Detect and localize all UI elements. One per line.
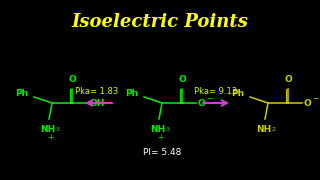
Text: OH: OH (90, 98, 105, 107)
Text: 3: 3 (56, 127, 60, 132)
Text: NH: NH (150, 125, 166, 134)
Text: NH: NH (40, 125, 56, 134)
Text: O: O (284, 75, 292, 84)
Text: Pka= 9.13: Pka= 9.13 (195, 87, 237, 96)
Text: Isoelectric Points: Isoelectric Points (72, 13, 248, 31)
Text: 2: 2 (272, 127, 276, 132)
Text: 3: 3 (166, 127, 170, 132)
Text: O: O (304, 100, 312, 109)
Text: Pka= 1.83: Pka= 1.83 (76, 87, 119, 96)
Text: NH: NH (256, 125, 272, 134)
Text: −: − (206, 94, 212, 103)
Text: PI= 5.48: PI= 5.48 (143, 148, 181, 157)
Text: +: + (47, 133, 53, 142)
Text: −: − (312, 94, 318, 103)
Text: O: O (68, 75, 76, 84)
Text: Ph: Ph (15, 89, 28, 98)
Text: Ph: Ph (125, 89, 138, 98)
Text: O: O (178, 75, 186, 84)
Text: +: + (157, 133, 163, 142)
Text: O: O (198, 100, 206, 109)
Text: Ph: Ph (231, 89, 244, 98)
